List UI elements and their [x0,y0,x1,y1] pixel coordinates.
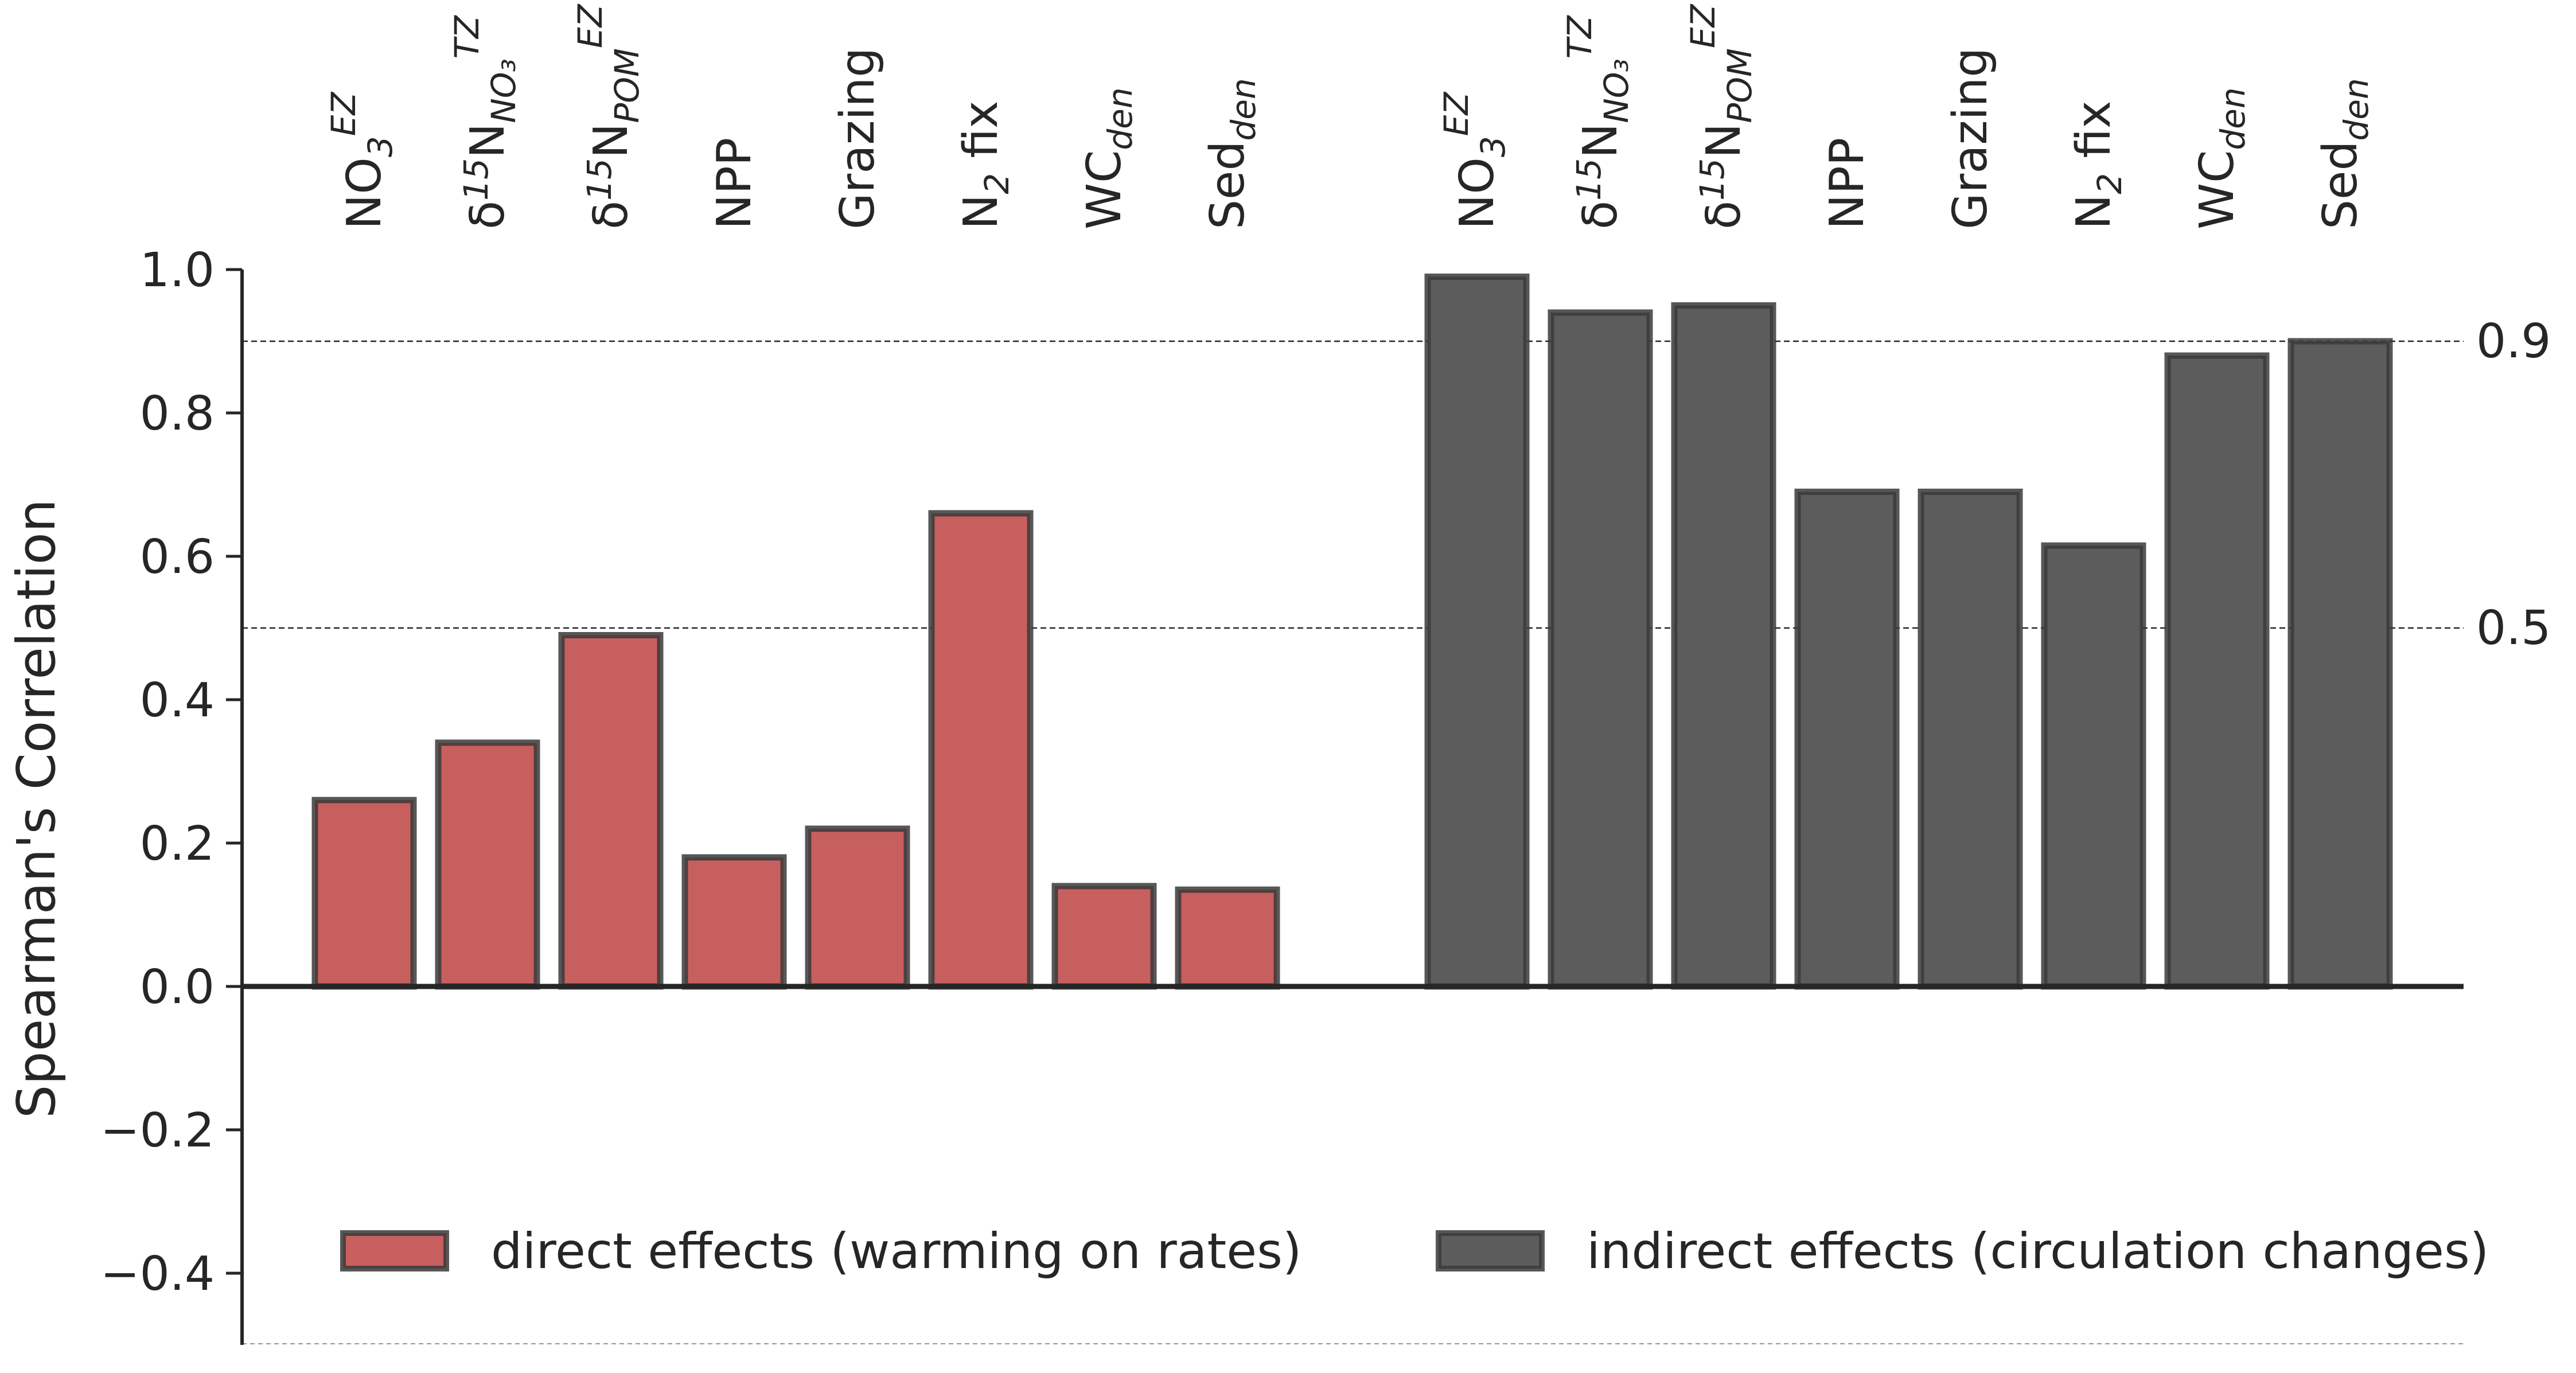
legend-label: direct effects (warming on rates) [491,1223,1301,1280]
label-base: N [954,194,1008,229]
label-base: WC [1077,150,1132,229]
label-subscript: POM [1720,48,1759,123]
bar [805,825,910,990]
bar [2287,338,2393,990]
label-subscript: 3 [361,136,400,157]
category-label: Grazing [1943,48,1998,229]
bar [435,739,540,990]
legend-swatch [1436,1230,1545,1271]
label-base: Grazing [831,48,885,229]
label-subscript: den [2213,87,2252,150]
label-suffix: fix [954,101,1008,173]
bar [2041,542,2146,990]
label-subscript: 2 [977,173,1016,194]
bar [1794,489,1900,990]
label-subscript: 2 [2090,173,2129,194]
bars [311,274,2393,990]
label-prefix: δ [461,201,515,229]
bar [1051,883,1157,990]
label-subscript: NO₃ [484,58,523,123]
y-tick-label: 0.6 [140,530,215,584]
reference-lines: 0.9 0.5 [242,314,2551,1344]
legend-label: indirect effects (circulation changes) [1587,1223,2489,1280]
bar [311,797,417,990]
bar [928,510,1034,990]
bar [1671,302,1776,990]
bar [558,632,664,990]
label-subscript: POM [607,48,646,123]
y-tick-label: 0.4 [140,673,215,728]
label-base: Sed [1201,141,1255,229]
label-base: NPP [1820,138,1874,229]
bar [681,854,787,990]
category-label: NPP [1820,138,1874,229]
label-superscript: EZ [324,92,363,136]
category-label: δ15NPOMEZ [1683,3,1759,229]
label-superscript: TZ [1560,15,1599,58]
label-presup: 15 [1569,158,1608,201]
category-label: N2 fix [2067,101,2129,230]
label-prefix: δ [1697,201,1751,229]
y-tick-label: −0.2 [100,1103,215,1158]
label-base: N [1697,123,1751,158]
label-suffix: fix [2067,101,2121,173]
bar [1175,886,1280,990]
y-tick-label: 0.8 [140,387,215,441]
category-label: N2 fix [954,101,1016,230]
label-base: NO [337,157,392,229]
y-tick-label: 1.0 [140,243,215,298]
label-superscript: TZ [447,15,486,58]
bar [1548,309,1653,990]
label-base: N [584,123,638,158]
category-label: NO3EZ [324,92,400,229]
category-label: Sedden [1201,78,1263,229]
label-base: NPP [707,138,762,229]
category-label: δ15NPOMEZ [571,3,646,229]
axes: −0.4 −0.2 0.0 0.2 0.4 0.6 0.8 1.0 [100,243,2464,1345]
label-subscript: den [2337,78,2376,141]
label-base: WC [2190,150,2244,229]
y-tick-label: −0.4 [100,1247,215,1301]
category-label: NPP [707,138,762,229]
label-superscript: EZ [571,3,610,48]
reference-line-label: 0.9 [2476,314,2551,369]
y-tick-label: 0.2 [140,817,215,871]
label-subscript: den [1101,87,1140,150]
legend: direct effects (warming on rates) indirec… [340,1223,2489,1280]
y-tick-label: 0.0 [140,960,215,1015]
bar [1918,489,2023,990]
category-label: WCden [1077,87,1140,229]
label-prefix: δ [584,201,638,229]
category-label: NO3EZ [1437,92,1513,229]
label-base: Grazing [1943,48,1998,229]
category-label: WCden [2190,87,2252,229]
bar [1424,274,1530,990]
y-axis-title: Spearman's Correlation [6,499,67,1118]
label-base: Sed [2313,141,2368,229]
label-subscript: NO₃ [1597,58,1636,123]
label-base: N [1573,123,1628,158]
bar [2164,352,2270,990]
label-base: NO [1450,157,1505,229]
category-label: δ15NNO₃TZ [1560,15,1636,229]
label-superscript: EZ [1437,92,1476,136]
reference-line-label: 0.5 [2476,601,2551,656]
label-presup: 15 [457,158,496,201]
label-subscript: 3 [1474,136,1513,157]
category-label: Sedden [2313,78,2376,229]
label-base: N [2067,194,2121,229]
label-presup: 15 [1693,158,1732,201]
label-superscript: EZ [1683,3,1722,48]
label-subscript: den [1224,78,1263,141]
legend-swatch [340,1230,449,1271]
category-label: Grazing [831,48,885,229]
label-presup: 15 [580,158,619,201]
category-label: δ15NNO₃TZ [447,15,523,229]
label-base: N [461,123,515,158]
label-prefix: δ [1573,201,1628,229]
